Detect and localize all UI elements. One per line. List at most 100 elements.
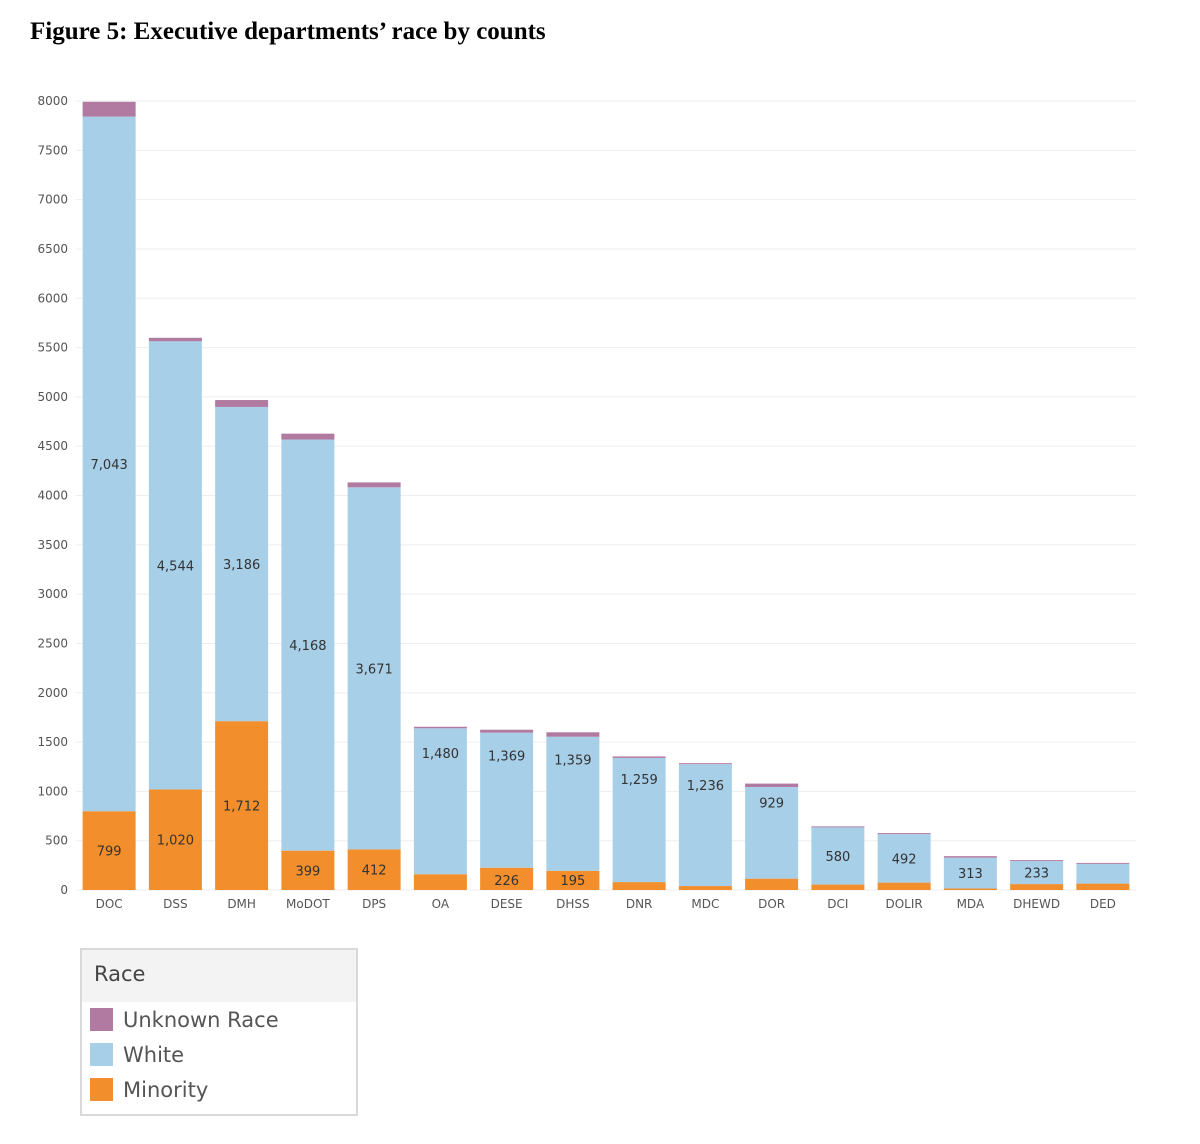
bar-segment <box>148 341 202 790</box>
y-tick-label: 6500 <box>37 242 68 256</box>
x-tick-label: DOC <box>96 897 123 911</box>
x-tick-label: DNR <box>626 897 653 911</box>
x-tick-label: MDA <box>957 897 985 911</box>
bar-segment <box>678 763 732 765</box>
legend: Race Unknown Race White Minority <box>80 948 358 1116</box>
y-tick-label: 4500 <box>37 439 68 453</box>
bar-segment <box>413 728 467 875</box>
bar-segment <box>347 849 401 890</box>
data-label: 3,671 <box>356 662 393 677</box>
bar-segment <box>1010 884 1064 890</box>
bar-segment <box>347 487 401 850</box>
bar-segment <box>148 789 202 890</box>
bar-segment <box>281 850 335 890</box>
data-label: 4,544 <box>157 559 194 574</box>
x-tick-label: OA <box>432 897 450 911</box>
legend-item-white: White <box>82 1037 356 1072</box>
bar-segment <box>148 337 202 342</box>
legend-swatch-minority <box>90 1078 113 1101</box>
data-label: 580 <box>825 850 850 865</box>
bar-segment <box>347 482 401 488</box>
data-label: 233 <box>1024 867 1049 882</box>
x-tick-label: DSS <box>163 897 187 911</box>
bar-segment <box>612 882 666 890</box>
y-tick-label: 3000 <box>37 587 68 601</box>
y-tick-label: 1000 <box>37 784 68 798</box>
legend-label-unknown-race: Unknown Race <box>123 1007 279 1032</box>
bar-segment <box>943 856 997 858</box>
x-tick-label: DOLIR <box>886 897 923 911</box>
bar-segment <box>215 721 269 890</box>
bar-segment <box>877 834 931 883</box>
data-label: 1,020 <box>157 834 194 849</box>
x-tick-label: DED <box>1090 897 1116 911</box>
data-label: 1,359 <box>554 754 591 769</box>
bar-segment <box>811 884 865 890</box>
bar-segment <box>943 857 997 889</box>
data-label: 492 <box>892 852 917 867</box>
bar-segment <box>745 787 799 879</box>
x-tick-label: DMH <box>227 897 256 911</box>
bar-segment <box>811 827 865 885</box>
y-tick-label: 1500 <box>37 735 68 749</box>
y-tick-label: 2500 <box>37 636 68 650</box>
data-label: 7,043 <box>91 458 128 473</box>
x-tick-label: DOR <box>758 897 785 911</box>
x-tick-label: DHSS <box>556 897 590 911</box>
y-tick-label: 4000 <box>37 489 68 503</box>
bar-segment <box>480 729 534 733</box>
x-tick-label: MDC <box>691 897 719 911</box>
y-tick-label: 2000 <box>37 686 68 700</box>
legend-title: Race <box>82 950 356 1002</box>
data-label: 1,236 <box>687 779 724 794</box>
bar-segment <box>877 882 931 890</box>
bar-segment <box>612 757 666 883</box>
bar-segment <box>1010 861 1064 885</box>
x-axis: DOC DSS DMH MoDOT DPS OA DESE DHSS DNR MDC DOR DCI D… <box>96 897 1116 911</box>
legend-label-minority: Minority <box>123 1077 209 1102</box>
legend-swatch-white <box>90 1043 113 1066</box>
data-label: 1,712 <box>223 800 260 815</box>
bar-segment <box>82 811 136 890</box>
x-tick-label: DCI <box>827 897 848 911</box>
bar-segment <box>745 878 799 890</box>
bar-segment <box>413 726 467 729</box>
data-labels: 799 7,043 1,020 4,544 1,712 3,186 399 4,168 412 3… <box>91 458 1050 889</box>
bar-segment <box>480 867 534 890</box>
data-label: 1,480 <box>422 747 459 762</box>
bar-segment <box>82 116 136 812</box>
bar-segment <box>82 101 136 117</box>
x-tick-label: DESE <box>491 897 523 911</box>
figure-title: Figure 5: Executive departments’ race by… <box>30 18 546 45</box>
bar-segment <box>1076 883 1130 890</box>
legend-item-minority: Minority <box>82 1072 356 1107</box>
y-tick-label: 500 <box>45 834 68 848</box>
bar-segment <box>215 406 269 722</box>
data-label: 799 <box>97 845 122 860</box>
x-tick-label: MoDOT <box>286 897 330 911</box>
bar-segment <box>877 833 931 835</box>
y-tick-label: 5000 <box>37 390 68 404</box>
data-label: 313 <box>958 867 983 882</box>
bar-segment <box>1076 863 1130 884</box>
bar-segment <box>281 433 335 440</box>
bar-segment <box>480 732 534 868</box>
bar-segment <box>811 826 865 828</box>
legend-swatch-unknown-race <box>90 1008 113 1031</box>
bar-segment <box>413 874 467 890</box>
x-tick-label: DHEWD <box>1013 897 1060 911</box>
bar-segment <box>546 736 600 871</box>
bar-segment <box>281 439 335 851</box>
stacked-bar-chart: 0 500 1000 1500 2000 2500 3000 3500 4000 4500 5000… <box>37 94 1136 911</box>
data-label: 3,186 <box>223 558 260 573</box>
bar-segment <box>612 756 666 758</box>
y-tick-label: 6000 <box>37 291 68 305</box>
y-axis: 0 500 1000 1500 2000 2500 3000 3500 4000 4500 5000… <box>37 94 68 897</box>
x-tick-label: DPS <box>362 897 386 911</box>
bar-segment <box>546 732 600 737</box>
bar-segment <box>943 888 997 890</box>
bar-segment <box>678 886 732 890</box>
y-tick-label: 8000 <box>37 94 68 108</box>
bars <box>82 101 1130 890</box>
data-label: 412 <box>362 864 387 879</box>
